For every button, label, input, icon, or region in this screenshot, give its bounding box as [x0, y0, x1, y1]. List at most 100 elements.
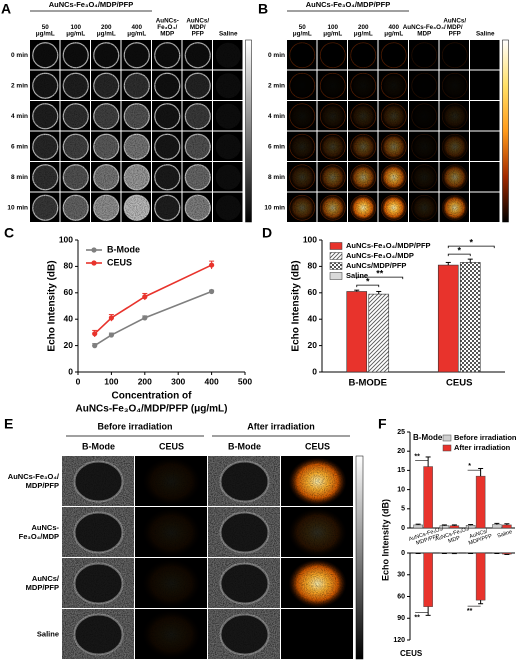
row-label: 0 min	[11, 52, 28, 59]
column-label: 200	[358, 24, 369, 31]
speckle	[30, 101, 60, 131]
mode-header: B-Mode	[228, 441, 261, 451]
column-label: Saline	[219, 31, 238, 38]
y-tick-label: 80	[308, 261, 318, 271]
row-label: 6 min	[11, 143, 28, 150]
bar	[423, 466, 433, 529]
speckle	[213, 162, 243, 192]
bar	[492, 524, 502, 529]
legend-label: CEUS	[107, 257, 132, 267]
point	[142, 315, 148, 321]
legend-swatch	[442, 434, 452, 442]
y-tick-label: 120	[393, 637, 405, 644]
speckle	[287, 162, 317, 192]
bar	[413, 524, 423, 529]
speckle	[317, 131, 347, 161]
column-label: MDP	[417, 31, 431, 38]
y-tick-label: 60	[308, 287, 318, 297]
x-tick-label: 200	[138, 376, 152, 386]
speckle	[378, 101, 408, 131]
speckle	[91, 70, 121, 100]
speckle	[152, 101, 182, 131]
panel-title: B-Mode	[413, 433, 443, 442]
colorbar	[355, 455, 364, 660]
speckle	[439, 131, 469, 161]
column-label: MDP	[160, 31, 174, 38]
speckle	[378, 162, 408, 192]
y-axis-label: Echo Intensity (dB)	[291, 260, 302, 351]
speckle	[409, 70, 439, 100]
significance-bracket	[447, 245, 495, 249]
speckle	[60, 192, 90, 222]
y-tick-label: 20	[397, 448, 405, 455]
column-label: 50	[299, 24, 307, 31]
mode-header: CEUS	[159, 441, 184, 451]
speckle	[470, 192, 500, 222]
panel-letter: B	[258, 1, 268, 17]
speckle	[439, 192, 469, 222]
speckle	[182, 131, 212, 161]
panel-letter: C	[4, 225, 14, 241]
speckle	[409, 162, 439, 192]
significance-bracket	[356, 284, 380, 288]
x-tick-label: MDP	[448, 535, 462, 545]
column-label: μg/mL	[127, 31, 146, 38]
speckle	[208, 456, 280, 506]
row-label: AuNCs-	[32, 523, 60, 532]
x-axis-label: AuNCs-Fe₃O₄/MDP/PFP (μg/mL)	[76, 404, 228, 415]
column-label: MDP/	[190, 24, 206, 31]
speckle	[439, 70, 469, 100]
legend-swatch	[329, 272, 343, 280]
speckle	[281, 456, 353, 506]
column-label: μg/mL	[293, 31, 312, 38]
column-label: μg/mL	[36, 31, 55, 38]
row-label: Fe₃O₄/MDP	[19, 532, 59, 541]
significance-label: *	[469, 238, 473, 248]
row-label: 6 min	[268, 143, 285, 150]
y-tick-label: 100	[59, 234, 73, 244]
speckle	[317, 40, 347, 70]
speckle	[287, 101, 317, 131]
speckle	[439, 101, 469, 131]
speckle	[135, 609, 207, 659]
column-label: AuNCs/	[443, 18, 466, 25]
y-tick-label: 20	[308, 340, 318, 350]
speckle	[317, 101, 347, 131]
point	[142, 294, 148, 300]
speckle	[348, 40, 378, 70]
legend-swatch	[442, 444, 452, 452]
significance-label: *	[366, 277, 370, 287]
bar	[423, 552, 433, 607]
y-axis-label: Echo Intensity (dB)	[47, 260, 58, 351]
y-tick-label: 100	[303, 234, 317, 244]
x-tick-label: AuNCs/	[469, 528, 489, 540]
speckle	[317, 192, 347, 222]
speckle	[91, 101, 121, 131]
speckle	[317, 162, 347, 192]
category-label-group: Saline	[497, 529, 513, 539]
column-label: PFP	[449, 31, 461, 38]
y-tick-label: 25	[397, 429, 405, 436]
point	[92, 343, 98, 349]
row-label: 8 min	[11, 174, 28, 181]
significance-bracket	[447, 253, 471, 257]
speckle	[121, 131, 151, 161]
bar	[459, 262, 481, 373]
column-label: 100	[327, 24, 338, 31]
speckle	[409, 131, 439, 161]
y-tick-label: 5	[401, 506, 405, 513]
significance-label: **	[414, 453, 420, 460]
speckle	[121, 101, 151, 131]
row-label: 0 min	[268, 52, 285, 59]
speckle	[182, 70, 212, 100]
speckle	[30, 40, 60, 70]
speckle	[213, 131, 243, 161]
legend-swatch	[329, 252, 343, 260]
bar	[475, 552, 486, 601]
speckle	[409, 101, 439, 131]
speckle	[470, 101, 500, 131]
speckle	[348, 101, 378, 131]
column-label: 50	[42, 24, 50, 31]
speckle	[91, 131, 121, 161]
speckle	[182, 101, 212, 131]
